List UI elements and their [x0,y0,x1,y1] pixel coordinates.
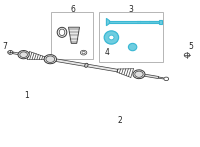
Ellipse shape [46,56,55,62]
Ellipse shape [18,51,29,59]
Ellipse shape [135,71,143,77]
Text: 5: 5 [189,42,193,51]
Text: 4: 4 [105,48,109,57]
Text: 6: 6 [71,5,75,14]
Text: 2: 2 [118,116,122,125]
Ellipse shape [59,29,65,36]
Polygon shape [13,52,19,55]
Text: 7: 7 [3,42,7,51]
Ellipse shape [109,35,114,40]
Polygon shape [108,21,159,23]
Polygon shape [159,20,162,24]
Ellipse shape [128,43,137,51]
Polygon shape [144,74,159,79]
Ellipse shape [44,55,57,64]
Text: 1: 1 [25,91,29,100]
Text: 3: 3 [129,5,133,14]
Polygon shape [56,59,118,72]
Ellipse shape [20,52,27,57]
Ellipse shape [133,70,145,79]
Polygon shape [68,27,80,43]
Polygon shape [106,18,110,26]
Ellipse shape [104,31,119,44]
Ellipse shape [57,27,67,37]
Polygon shape [158,77,164,79]
Ellipse shape [85,63,88,67]
